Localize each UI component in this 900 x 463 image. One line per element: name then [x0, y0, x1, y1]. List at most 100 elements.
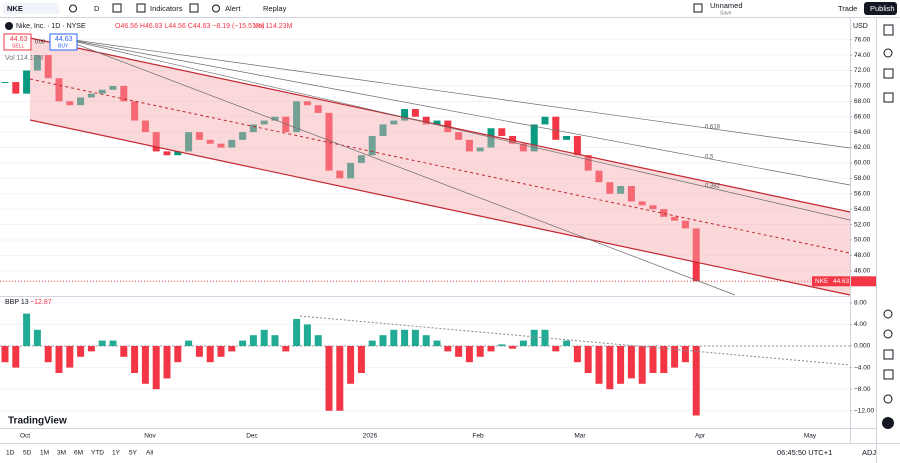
range-button[interactable]: YTD [91, 450, 104, 457]
candle [260, 120, 268, 125]
range-button[interactable]: 1M [40, 450, 49, 457]
y-tick-label: 68.00 [854, 98, 871, 105]
buy-price[interactable]: 44.63 [55, 36, 73, 43]
indicators[interactable]: Indicators [150, 4, 183, 13]
sell-price[interactable]: 44.63 [10, 36, 28, 43]
interval[interactable]: D [94, 4, 100, 13]
symbol-search[interactable] [3, 3, 59, 14]
add-symbol[interactable] [69, 4, 77, 13]
bar [357, 345, 365, 373]
alert[interactable]: Alert [225, 4, 241, 13]
y-tick-label: 56.00 [854, 190, 871, 197]
bar [260, 329, 268, 346]
x-tick-label: Apr [695, 433, 706, 440]
bar [390, 329, 398, 346]
bar [411, 329, 419, 346]
bar [23, 313, 31, 346]
templates-icon[interactable] [189, 3, 199, 13]
range-button[interactable]: 1Y [112, 450, 121, 457]
layout-name[interactable]: Unnamed [710, 1, 743, 10]
candle [455, 132, 463, 140]
x-tick-label: Feb [472, 433, 484, 440]
trade[interactable]: Trade [838, 4, 857, 13]
x-tick-label: Oct [20, 433, 30, 440]
indicators-icon[interactable] [136, 3, 146, 13]
trade-button[interactable] [830, 3, 858, 15]
apps[interactable] [882, 417, 894, 429]
candle [573, 135, 581, 156]
x-tick-label: Dec [246, 433, 258, 440]
bar [174, 345, 182, 363]
bar [1, 345, 9, 363]
buy[interactable]: BUY [58, 43, 69, 49]
bar [368, 340, 376, 346]
range-button[interactable]: 3M [57, 450, 66, 457]
bar [271, 335, 279, 346]
chart-type-icon[interactable] [112, 3, 122, 13]
buy-button[interactable] [49, 33, 78, 51]
candle [195, 132, 203, 140]
bar [433, 340, 441, 346]
sidebar-icons[interactable] [883, 24, 894, 404]
bar [239, 340, 247, 346]
bar [465, 345, 473, 363]
bar [249, 335, 257, 346]
candle [368, 135, 376, 156]
checkbox[interactable] [693, 3, 703, 13]
range-button[interactable]: 5Y [129, 450, 138, 457]
bar [87, 345, 95, 352]
price-tag-value: 44.63 [833, 278, 850, 285]
bar [55, 345, 63, 373]
candle [552, 116, 560, 140]
right-sidebar [877, 18, 900, 443]
candle [314, 105, 322, 113]
bar [692, 345, 700, 416]
candle [12, 82, 20, 94]
candle [325, 112, 333, 171]
candle [422, 116, 430, 125]
y-tick-label: 64.00 [854, 129, 871, 136]
y-tick-label: 50.00 [854, 237, 871, 244]
range-button[interactable]: 1D [6, 450, 15, 457]
candle [627, 186, 635, 202]
bar [185, 340, 193, 346]
y-tick-label: 62.00 [854, 144, 871, 151]
bar [660, 345, 668, 373]
y-tick-label: 72.00 [854, 67, 871, 74]
adj[interactable]: ADJ [862, 448, 876, 457]
save[interactable]: Save [720, 10, 732, 16]
range-button[interactable]: 5D [23, 450, 32, 457]
bar [347, 345, 355, 384]
x-tick-label: Mar [574, 433, 586, 440]
publish-button[interactable] [864, 2, 897, 15]
bar [509, 345, 517, 349]
symbol[interactable]: NKE [7, 4, 23, 13]
candle [336, 170, 344, 179]
candle [141, 120, 149, 133]
bar [217, 345, 225, 357]
publish[interactable]: Publish [870, 4, 895, 13]
bar [195, 345, 203, 357]
candle [638, 201, 646, 206]
candle [239, 132, 247, 140]
sell[interactable]: SELL [12, 43, 24, 49]
y-tick-label: 74.00 [854, 52, 871, 59]
candle [23, 70, 31, 94]
replay[interactable]: Replay [263, 4, 287, 13]
bar [584, 345, 592, 373]
range-button[interactable]: 6M [74, 450, 83, 457]
y-tick-label: 48.00 [854, 252, 871, 259]
range-button[interactable]: All [146, 450, 154, 457]
bar [163, 345, 171, 379]
x-tick-label: 2026 [363, 433, 378, 440]
alert-icon[interactable] [212, 4, 220, 13]
bar [293, 319, 301, 346]
candle [347, 162, 355, 179]
candle [163, 151, 171, 156]
candle [541, 116, 549, 125]
sell-button[interactable] [3, 33, 32, 51]
y-tick-label: 4.00 [854, 321, 867, 328]
candle [476, 147, 484, 152]
bar [519, 340, 527, 346]
